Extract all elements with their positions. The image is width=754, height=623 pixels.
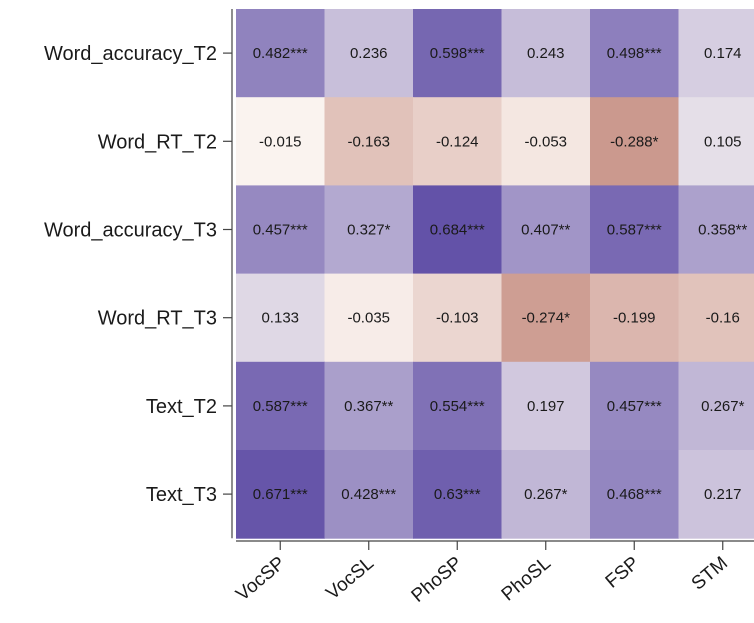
x-tick-label: FSP: [602, 553, 644, 593]
heatmap-cell: [590, 97, 679, 186]
heatmap-cell: [324, 273, 414, 363]
heatmap-cell: [678, 450, 754, 539]
heatmap-cell: [501, 361, 591, 451]
cell-value-label: 0.63***: [434, 486, 481, 503]
y-tick-label: Text_T2: [146, 396, 217, 418]
cell-value-label: 0.327*: [347, 222, 391, 239]
cell-value-label: 0.671***: [253, 486, 308, 503]
heatmap-cell: [413, 9, 502, 98]
cell-value-label: 0.587***: [607, 222, 662, 239]
cell-value-label: 0.358**: [698, 222, 747, 239]
cell-value-label: -0.035: [347, 310, 390, 327]
cell-value-label: 0.267*: [701, 398, 745, 415]
heatmap-cell: [501, 97, 591, 186]
heatmap-cell: [324, 361, 414, 451]
x-tick-label: VocSL: [322, 553, 378, 604]
heatmap-cell: [236, 97, 325, 186]
cell-value-label: -0.199: [613, 310, 656, 327]
heatmap-cell: [236, 273, 325, 363]
cell-value-label: 0.498***: [607, 45, 662, 62]
x-tick-label: STM: [688, 553, 732, 595]
x-tick-label: PhoSL: [498, 553, 555, 606]
cell-value-label: 0.174: [704, 45, 742, 62]
heatmap-cell: [590, 361, 679, 451]
cell-value-label: -0.274*: [522, 310, 571, 327]
cell-value-label: -0.015: [259, 133, 302, 150]
cell-value-label: 0.243: [527, 45, 565, 62]
heatmap-cell: [236, 450, 325, 539]
cell-value-label: 0.587***: [253, 398, 308, 415]
cell-value-label: -0.053: [524, 133, 567, 150]
cell-value-label: 0.482***: [253, 45, 308, 62]
cell-value-label: 0.428***: [341, 486, 396, 503]
x-tick-label: PhoSP: [408, 553, 467, 607]
heatmap-cell-labels: 0.482*** 0.236 0.598*** 0.243 0.498*** 0.174 -…: [253, 45, 748, 503]
y-tick-label: Word_accuracy_T3: [44, 220, 217, 242]
y-tick-label: Word_accuracy_T2: [44, 43, 217, 65]
heatmap-cell: [501, 9, 591, 98]
heatmap-cell: [236, 361, 325, 451]
x-tick-label: VocSP: [232, 553, 289, 606]
heatmap-cell: [501, 450, 591, 539]
heatmap-cell: [413, 97, 502, 186]
heatmap-cell: [324, 9, 414, 98]
heatmap-cell: [324, 185, 414, 275]
cell-value-label: 0.217: [704, 486, 742, 503]
cell-value-label: 0.197: [527, 398, 565, 415]
heatmap-cell: [236, 185, 325, 275]
heatmap-cell: [678, 361, 754, 451]
heatmap-cell: [678, 9, 754, 98]
cell-value-label: 0.554***: [430, 398, 485, 415]
heatmap-cell: [590, 185, 679, 275]
heatmap-cell: [678, 273, 754, 363]
cell-value-label: 0.367**: [344, 398, 393, 415]
heatmap-cells: [236, 9, 754, 539]
heatmap-cell: [590, 273, 679, 363]
heatmap-cell: [501, 273, 591, 363]
y-tick-label: Text_T3: [146, 484, 217, 506]
heatmap-cell: [413, 450, 502, 539]
heatmap-cell: [413, 361, 502, 451]
heatmap-cell: [678, 185, 754, 275]
heatmap-cell: [413, 185, 502, 275]
cell-value-label: 0.267*: [524, 486, 568, 503]
cell-value-label: 0.133: [261, 310, 299, 327]
cell-value-label: -0.124: [436, 133, 479, 150]
heatmap-cell: [678, 97, 754, 186]
cell-value-label: 0.598***: [430, 45, 485, 62]
heatmap-cell: [590, 9, 679, 98]
y-tick-label: Word_RT_T2: [98, 131, 217, 153]
cell-value-label: -0.16: [706, 310, 740, 327]
cell-value-label: 0.105: [704, 133, 742, 150]
y-tick-label: Word_RT_T3: [98, 308, 217, 330]
cell-value-label: -0.288*: [610, 133, 659, 150]
heatmap-cell: [324, 97, 414, 186]
cell-value-label: 0.457***: [253, 222, 308, 239]
cell-value-label: 0.236: [350, 45, 388, 62]
cell-value-label: 0.684***: [430, 222, 485, 239]
cell-value-label: 0.457***: [607, 398, 662, 415]
cell-value-label: 0.468***: [607, 486, 662, 503]
heatmap-cell: [236, 9, 325, 98]
heatmap-cell: [413, 273, 502, 363]
heatmap-cell: [324, 450, 414, 539]
cell-value-label: 0.407**: [521, 222, 570, 239]
cell-value-label: -0.163: [347, 133, 390, 150]
heatmap-cell: [501, 185, 591, 275]
heatmap-cell: [590, 450, 679, 539]
y-axis: Word_accuracy_T2 Word_RT_T2 Word_accuracy_…: [44, 9, 233, 539]
cell-value-label: -0.103: [436, 310, 479, 327]
x-axis: VocSP VocSL PhoSP PhoSL FSP STM: [232, 540, 754, 607]
